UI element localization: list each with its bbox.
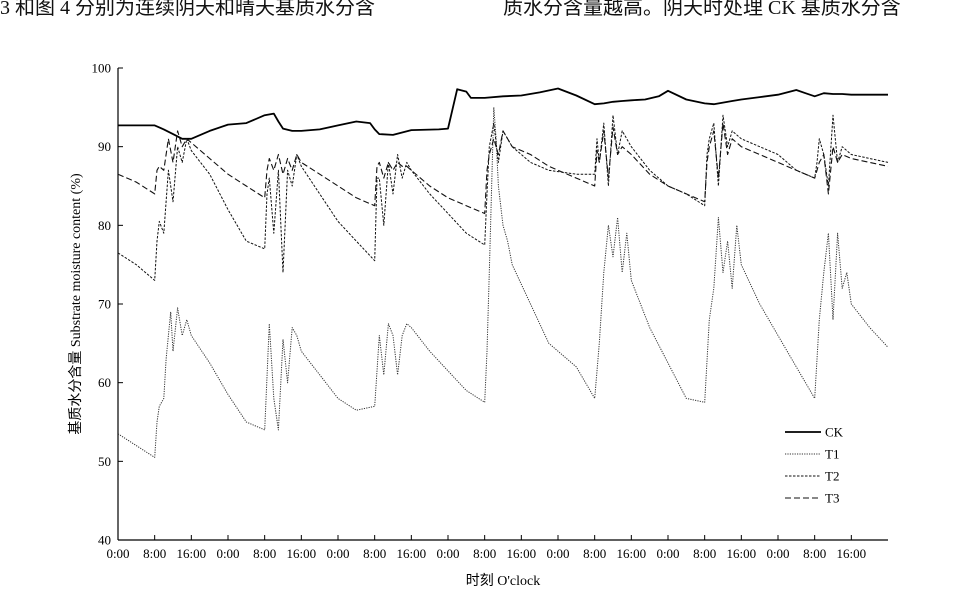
legend-label-t1: T1 <box>825 447 839 462</box>
y-tick-label: 100 <box>92 61 112 76</box>
chart-legend: CK T1 T2 T3 <box>785 425 844 506</box>
header-text-right: 质水分含量越高。阴天时处理 CK 基质水分含 <box>503 0 901 19</box>
x-tick-label: 0:00 <box>436 546 459 561</box>
y-tick-label: 40 <box>98 533 111 548</box>
y-tick-label: 90 <box>98 139 111 154</box>
x-tick-label: 16:00 <box>397 546 427 561</box>
x-tick-label: 16:00 <box>177 546 207 561</box>
x-tick-label: 0:00 <box>656 546 679 561</box>
y-tick-label: 70 <box>98 297 111 312</box>
x-tick-label: 8:00 <box>803 546 826 561</box>
series-line-ck <box>118 87 888 140</box>
x-tick-label: 8:00 <box>473 546 496 561</box>
x-tick-label: 8:00 <box>583 546 606 561</box>
y-tick-label: 80 <box>98 218 111 233</box>
x-axis-label: 时刻 O'clock <box>466 573 540 589</box>
x-tick-label: 8:00 <box>693 546 716 561</box>
x-tick-label: 0:00 <box>766 546 789 561</box>
x-tick-label: 0:00 <box>216 546 239 561</box>
header-text-left: 3 和图 4 分别为连续阴天和晴天基质水分含 <box>0 0 375 19</box>
legend-label-t2: T2 <box>825 469 839 484</box>
y-axis-label: 基质水分含量 Substrate moisture content (%) <box>67 173 84 435</box>
header-text: 3 和图 4 分别为连续阴天和晴天基质水分含 质水分含量越高。阴天时处理 CK … <box>0 0 970 19</box>
x-tick-label: 16:00 <box>507 546 537 561</box>
legend-label-t3: T3 <box>825 491 839 506</box>
x-tick-label: 0:00 <box>106 546 129 561</box>
x-tick-label: 16:00 <box>617 546 647 561</box>
x-tick-label: 0:00 <box>326 546 349 561</box>
y-tick-label: 50 <box>98 454 111 469</box>
x-tick-label: 16:00 <box>287 546 317 561</box>
y-tick-label: 60 <box>98 375 111 390</box>
x-tick-label: 8:00 <box>143 546 166 561</box>
x-tick-label: 8:00 <box>363 546 386 561</box>
x-tick-label: 16:00 <box>727 546 757 561</box>
x-tick-label: 16:00 <box>837 546 867 561</box>
legend-label-ck: CK <box>825 425 844 440</box>
series-line-t2 <box>117 114 889 281</box>
series-line-t3 <box>117 122 889 215</box>
x-tick-label: 0:00 <box>546 546 569 561</box>
chart-series-layer <box>117 87 889 458</box>
chart-axes: 40 50 60 70 80 90 100 0:00 8:00 16:00 0:00 8:00 16:0… <box>92 61 888 561</box>
x-tick-label: 8:00 <box>253 546 276 561</box>
